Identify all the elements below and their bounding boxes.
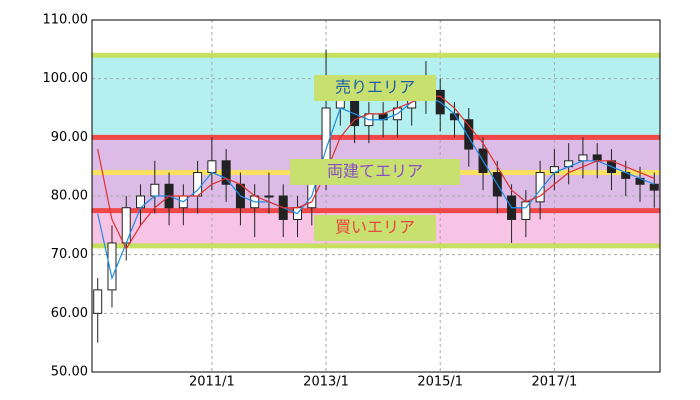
candle-body <box>207 160 217 174</box>
candle-body <box>93 289 103 314</box>
candle-body <box>464 119 474 150</box>
y-tick-label: 100.00 <box>43 71 89 86</box>
zone-label: 買いエリア <box>335 218 415 237</box>
candle-body <box>578 154 588 162</box>
plot-frame <box>91 19 661 373</box>
zone-label-box <box>314 75 436 101</box>
x-tick-label: 2011/1 <box>189 375 235 390</box>
y-tick-label: 50.00 <box>51 365 88 380</box>
candle-body <box>649 183 659 191</box>
candle-body <box>264 195 274 198</box>
x-tick-label: 2013/1 <box>303 375 349 390</box>
zone-label-box <box>314 215 436 241</box>
zone-label-box <box>290 159 460 185</box>
candle-body <box>121 207 131 244</box>
x-tick-label: 2015/1 <box>417 375 463 390</box>
y-tick-label: 60.00 <box>51 306 88 321</box>
y-tick-label: 110.00 <box>43 13 89 28</box>
x-tick-label: 2017/1 <box>532 375 578 390</box>
zone-label: 売りエリア <box>335 78 415 97</box>
candle-body <box>221 160 231 185</box>
candle-body <box>535 172 545 203</box>
y-tick-label: 90.00 <box>51 130 88 145</box>
moving-average <box>97 95 655 251</box>
zone-label: 両建てエリア <box>327 162 423 181</box>
y-tick-label: 80.00 <box>51 189 88 204</box>
y-tick-label: 70.00 <box>51 247 88 262</box>
candle-body <box>592 154 602 162</box>
candle-body <box>150 183 160 197</box>
candle-body <box>107 242 117 291</box>
